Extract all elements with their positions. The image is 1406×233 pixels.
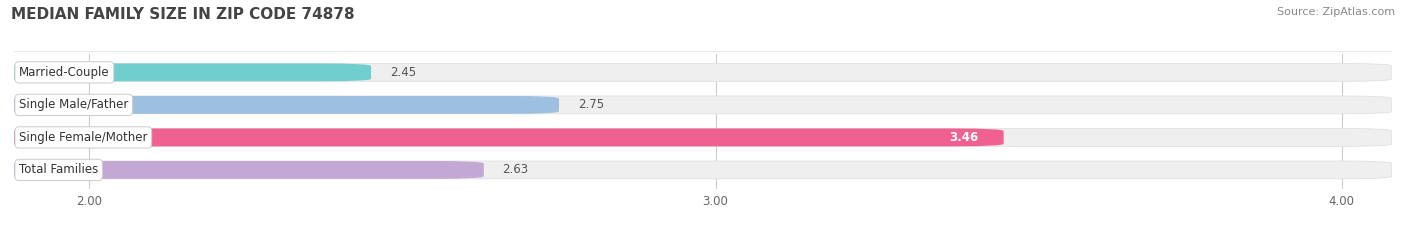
- Text: Source: ZipAtlas.com: Source: ZipAtlas.com: [1277, 7, 1395, 17]
- FancyBboxPatch shape: [14, 161, 484, 179]
- Text: 3.46: 3.46: [949, 131, 979, 144]
- FancyBboxPatch shape: [14, 161, 1392, 179]
- FancyBboxPatch shape: [14, 96, 1392, 114]
- Text: Single Female/Mother: Single Female/Mother: [20, 131, 148, 144]
- Text: Total Families: Total Families: [20, 163, 98, 176]
- Text: Married-Couple: Married-Couple: [20, 66, 110, 79]
- FancyBboxPatch shape: [14, 63, 1392, 81]
- Text: 2.63: 2.63: [502, 163, 529, 176]
- Text: MEDIAN FAMILY SIZE IN ZIP CODE 74878: MEDIAN FAMILY SIZE IN ZIP CODE 74878: [11, 7, 354, 22]
- Text: Single Male/Father: Single Male/Father: [20, 98, 128, 111]
- FancyBboxPatch shape: [14, 128, 1392, 146]
- FancyBboxPatch shape: [14, 63, 371, 81]
- FancyBboxPatch shape: [14, 96, 560, 114]
- FancyBboxPatch shape: [14, 128, 1004, 146]
- Text: 2.45: 2.45: [389, 66, 416, 79]
- Text: 2.75: 2.75: [578, 98, 603, 111]
